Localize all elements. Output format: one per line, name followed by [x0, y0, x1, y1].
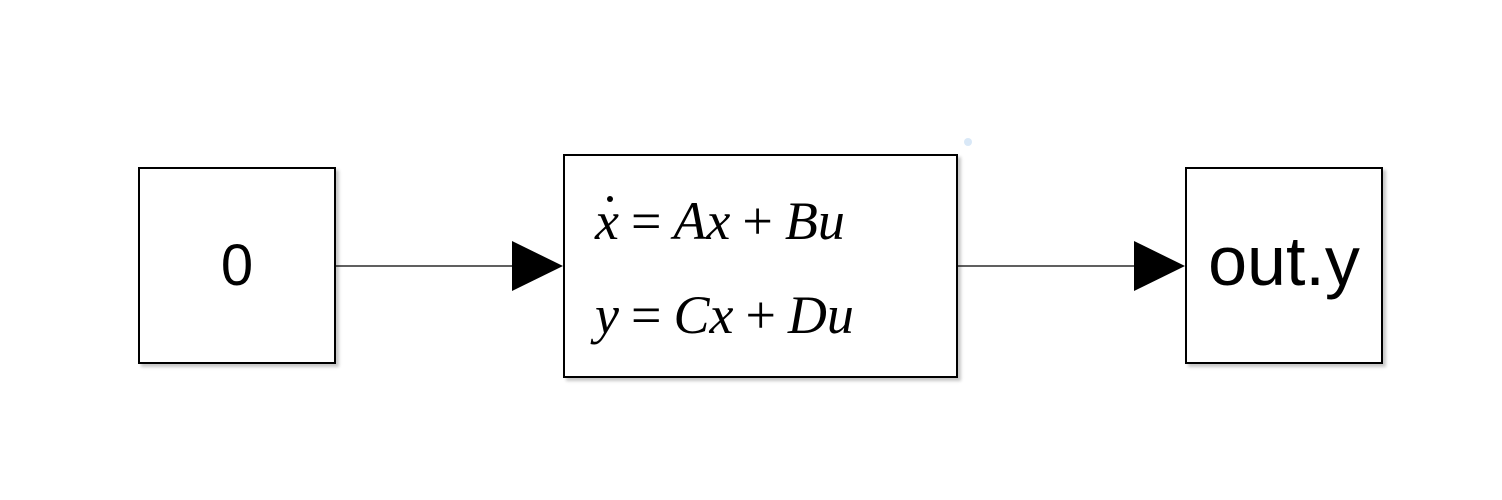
- output-term-d: Du: [787, 285, 854, 345]
- selection-handle-dot: [964, 138, 972, 146]
- output-term-c: Cx: [673, 285, 734, 345]
- arrowhead-statespace-input: [512, 241, 563, 291]
- state-term-a: Ax: [673, 191, 731, 251]
- state-term-b: Bu: [784, 191, 845, 251]
- state-space-block[interactable]: x = Ax + Bu y = Cx + Du: [563, 154, 958, 378]
- workspace-variable-name: out.y: [1208, 221, 1360, 300]
- constant-value: 0: [220, 232, 254, 298]
- output-variable: y: [595, 285, 619, 345]
- constant-block[interactable]: 0: [138, 167, 336, 364]
- state-derivative: x: [595, 191, 619, 251]
- to-workspace-block[interactable]: out.y: [1185, 167, 1383, 364]
- arrowhead-workspace-input: [1134, 241, 1185, 291]
- output-equation: y = Cx + Du: [595, 285, 854, 345]
- state-equation: x = Ax + Bu: [595, 191, 845, 251]
